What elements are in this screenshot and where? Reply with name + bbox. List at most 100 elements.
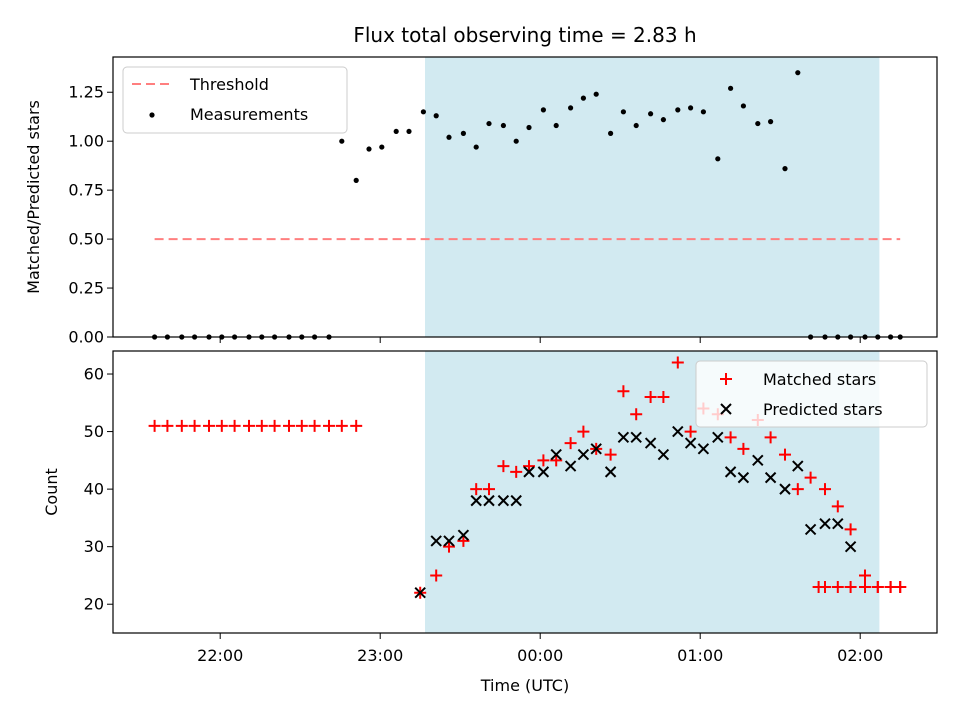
matched-star-point <box>323 419 335 432</box>
matched-star-point <box>894 580 907 593</box>
measurement-point <box>740 103 747 109</box>
matched-star-point <box>577 425 590 438</box>
matched-star-point <box>283 419 295 432</box>
predicted-star-point <box>697 443 710 455</box>
matched-star-point <box>859 569 871 582</box>
matched-star-point <box>804 471 817 484</box>
matched-star-point <box>844 580 857 593</box>
y-tick-label: 40 <box>84 480 104 499</box>
matched-star-point <box>497 460 510 473</box>
matched-star-point <box>203 419 215 432</box>
predicted-stars-series <box>414 425 857 599</box>
predicted-star-point <box>523 466 535 478</box>
y-tick-label: 50 <box>84 422 104 441</box>
measurement-point <box>473 144 479 150</box>
measurement-point <box>379 144 385 150</box>
predicted-star-point <box>590 443 602 455</box>
matched-star-point <box>564 437 577 450</box>
bottom-y-axis-label: Count <box>42 468 61 516</box>
legend-predicted-swatch <box>720 403 732 415</box>
y-tick-label: 0.25 <box>68 279 104 298</box>
bottom-legend: Matched stars Predicted stars <box>695 360 928 428</box>
matched-star-point <box>831 500 844 513</box>
measurement-point <box>608 130 614 136</box>
measurement-point <box>406 128 412 135</box>
legend-measurements-label: Measurements <box>190 105 308 124</box>
matched-star-point <box>550 454 563 467</box>
bottom-legend-box <box>695 360 928 428</box>
y-tick-label: 30 <box>84 537 104 556</box>
x-tick-label: 23:00 <box>357 646 403 665</box>
measurement-point <box>353 177 359 183</box>
top-y-ticks: 0.00 0.25 0.50 0.75 1.00 1.25 <box>68 83 113 347</box>
measurement-point <box>580 95 587 101</box>
measurement-point <box>593 91 599 97</box>
y-tick-label: 1.25 <box>68 83 104 102</box>
matched-star-point <box>255 419 268 432</box>
x-axis-label: Time (UTC) <box>480 676 569 695</box>
predicted-star-point <box>644 437 657 449</box>
legend-measurements-swatch <box>149 112 155 118</box>
top-y-axis-label: Matched/Predicted stars <box>24 100 43 294</box>
matched-star-point <box>537 454 550 467</box>
legend-x-glyph <box>720 403 732 415</box>
measurement-point <box>715 156 721 162</box>
matched-star-point <box>764 431 777 444</box>
matched-star-point <box>175 419 188 432</box>
matched-star-point <box>457 534 470 547</box>
matched-star-point <box>295 419 308 432</box>
matched-star-point <box>188 419 201 432</box>
bottom-x-ticks: 22:00 23:00 00:00 01:00 02:00 <box>197 633 883 665</box>
matched-star-point <box>844 523 857 536</box>
predicted-star-point <box>617 431 630 444</box>
measurement-point <box>568 105 574 111</box>
measurement-point <box>460 130 466 136</box>
predicted-star-point <box>804 523 817 536</box>
y-tick-label: 0.75 <box>68 181 104 200</box>
matched-stars-series <box>148 356 907 599</box>
x-tick-label: 02:00 <box>837 646 883 665</box>
predicted-star-point <box>443 535 455 547</box>
matched-star-point <box>161 419 174 432</box>
matched-star-point <box>737 442 750 455</box>
predicted-star-point <box>737 471 750 484</box>
matched-star-point <box>523 460 535 473</box>
measurement-point <box>540 107 547 113</box>
x-tick-label: 00:00 <box>517 646 563 665</box>
y-tick-label: 60 <box>84 365 104 384</box>
matched-star-point <box>819 580 831 593</box>
predicted-star-point <box>414 587 426 599</box>
matched-star-point <box>779 448 791 461</box>
predicted-star-point <box>577 448 590 461</box>
measurement-point <box>620 109 627 115</box>
matched-star-point <box>443 540 455 553</box>
matched-star-point <box>483 483 495 496</box>
matched-star-point <box>859 580 871 593</box>
matched-star-point <box>148 419 161 432</box>
predicted-star-point <box>457 529 470 541</box>
matched-star-point <box>430 569 443 582</box>
predicted-star-point <box>752 454 764 467</box>
predicted-star-point <box>550 448 562 461</box>
matched-star-point <box>831 580 844 593</box>
measurement-point <box>513 138 519 144</box>
measurement-point <box>420 109 426 115</box>
predicted-star-point <box>497 494 510 507</box>
predicted-star-point <box>430 535 442 547</box>
y-tick-label: 1.00 <box>68 132 104 151</box>
legend-predicted-label: Predicted stars <box>763 400 883 419</box>
predicted-star-point <box>844 540 857 553</box>
measurement-point <box>393 128 399 135</box>
y-tick-label: 0.50 <box>68 230 104 249</box>
predicted-star-point <box>779 483 791 495</box>
y-tick-label: 0.00 <box>68 328 104 347</box>
matched-star-point <box>470 483 483 496</box>
predicted-star-point <box>470 494 482 507</box>
matched-star-point <box>243 419 255 432</box>
x-tick-label: 22:00 <box>197 646 243 665</box>
legend-matched-swatch <box>720 373 732 385</box>
predicted-star-point <box>764 471 777 484</box>
bottom-axes-frame <box>112 350 938 634</box>
measurement-point <box>446 134 452 140</box>
